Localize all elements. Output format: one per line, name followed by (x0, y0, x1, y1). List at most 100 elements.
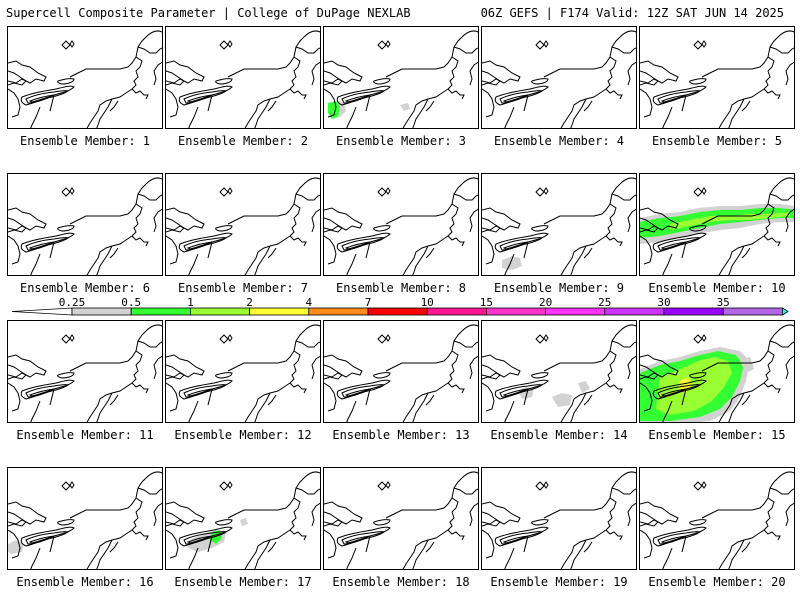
coastline (324, 207, 363, 231)
coastline (244, 529, 291, 569)
coastline (25, 237, 69, 251)
ensemble-member-label: Ensemble Member: 2 (177, 134, 309, 148)
coastline (244, 382, 291, 422)
coastline (583, 541, 593, 553)
coastline (377, 334, 387, 344)
coastline (605, 382, 623, 394)
coastline (207, 535, 213, 553)
coastline (131, 350, 143, 384)
coastline (777, 471, 794, 479)
coastline (289, 203, 301, 237)
legend-swatch (130, 307, 191, 316)
map-canvas (324, 324, 478, 422)
coastline (461, 30, 478, 38)
coastline (289, 350, 301, 384)
coastline (412, 98, 429, 128)
coastline (267, 100, 277, 112)
coastline (289, 382, 307, 394)
coastline (640, 70, 659, 86)
coastline (69, 330, 147, 372)
scp-shading-yellow (678, 377, 692, 393)
coastline (49, 388, 55, 406)
coastline (570, 245, 587, 275)
coastline (207, 388, 213, 406)
legend-swatch (663, 307, 724, 316)
coastline (8, 60, 47, 84)
coastline (336, 526, 391, 547)
map-canvas (8, 324, 162, 422)
coastline (131, 497, 143, 531)
coastline (412, 539, 429, 569)
coastline (341, 384, 385, 398)
coastline (640, 60, 679, 84)
coastline (324, 60, 363, 84)
legend-tick-label: 10 (421, 297, 434, 309)
map-canvas (8, 471, 162, 569)
legend-swatch (426, 307, 487, 316)
coastline (482, 235, 495, 265)
coastline (20, 526, 75, 547)
island-marker (385, 40, 391, 48)
coastline (57, 225, 75, 232)
coastline (153, 208, 162, 233)
island-marker (227, 40, 233, 48)
coastline (289, 88, 307, 100)
ensemble-member-label: Ensemble Member: 15 (648, 428, 786, 442)
coastline (570, 539, 587, 569)
coastline (324, 88, 337, 118)
coastline (244, 88, 291, 128)
coastline (461, 324, 478, 332)
map-canvas (166, 471, 320, 569)
coastline (109, 541, 119, 553)
coastline (570, 98, 587, 128)
coastline (523, 94, 529, 112)
coastline (453, 46, 478, 54)
coastline (605, 497, 617, 531)
coastline (499, 384, 543, 398)
coastline (447, 529, 465, 541)
coastline (377, 187, 387, 197)
coastline (482, 364, 501, 380)
coastline (482, 529, 495, 559)
coastline (718, 235, 765, 275)
coastline (166, 235, 179, 265)
coastline (341, 90, 385, 104)
coastline (8, 501, 47, 525)
coastline (49, 94, 55, 112)
coastline (188, 106, 199, 128)
coastline (336, 85, 391, 106)
coastline (583, 100, 593, 112)
coastline (763, 497, 775, 531)
coastline (8, 88, 21, 118)
coastline (373, 519, 391, 526)
ensemble-member-map (481, 467, 637, 570)
ensemble-member-label: Ensemble Member: 20 (648, 575, 786, 589)
ensemble-member-map (639, 173, 795, 276)
coastline (402, 529, 449, 569)
coastline (166, 217, 185, 233)
map-canvas (8, 30, 162, 128)
map-canvas (324, 30, 478, 128)
coastline (311, 208, 320, 233)
island-marker (69, 334, 75, 342)
coastline (499, 90, 543, 104)
coastline (402, 382, 449, 422)
coastline (373, 225, 391, 232)
coastline (657, 237, 701, 251)
coastline (8, 511, 27, 527)
coastline (131, 529, 149, 541)
coastline (402, 235, 449, 275)
coastline (215, 78, 233, 85)
ensemble-member-map (323, 320, 479, 423)
coastline (469, 502, 478, 527)
coastline (336, 232, 391, 253)
coastline (640, 88, 653, 118)
coastline (188, 400, 199, 422)
coastline (365, 241, 371, 259)
coastline (693, 481, 703, 491)
coastline (777, 30, 794, 38)
coastline (227, 477, 305, 519)
coastline (425, 394, 435, 406)
coastline (763, 529, 781, 541)
coastline (57, 519, 75, 526)
